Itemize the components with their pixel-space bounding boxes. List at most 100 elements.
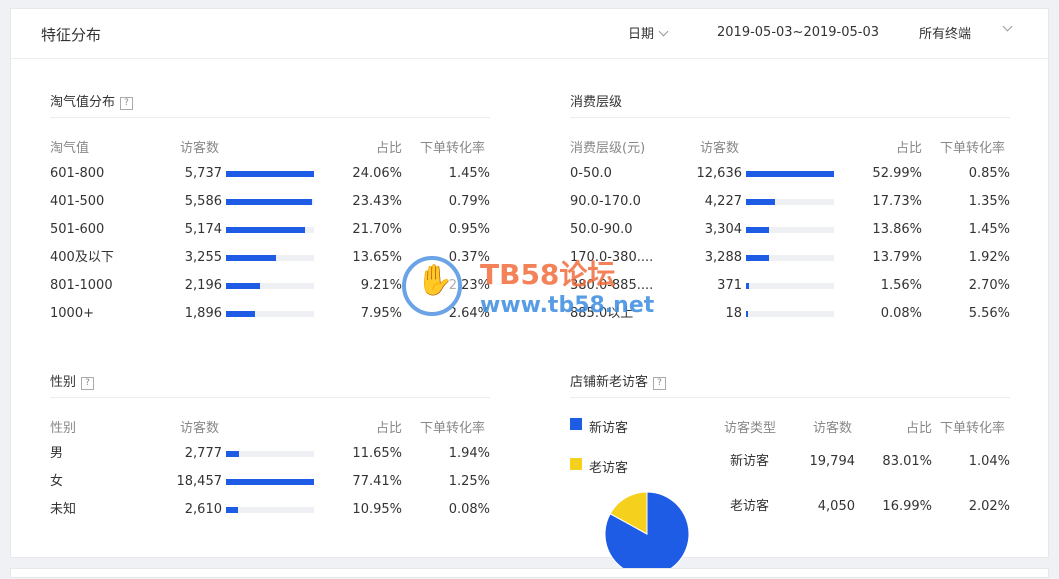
- table-row: 885.0以上 18 0.08% 5.56%: [570, 306, 1010, 334]
- share-bar: [226, 451, 314, 457]
- table-row: 男 2,777 11.65% 1.94%: [50, 446, 490, 474]
- share-bar-fill: [226, 171, 314, 177]
- share-value: 83.01%: [882, 454, 932, 469]
- share-bar-fill: [226, 227, 305, 233]
- share-value: 52.99%: [872, 166, 922, 181]
- help-icon[interactable]: ?: [653, 377, 667, 390]
- col-header: 下单转化率: [420, 141, 486, 156]
- col-header: 访客数: [180, 421, 220, 436]
- share-value: 77.41%: [352, 474, 402, 489]
- conversion-value: 1.94%: [448, 446, 490, 461]
- share-value: 7.95%: [360, 306, 402, 321]
- pie-slice-1[interactable]: [609, 491, 648, 535]
- section-title: 淘气值分布?: [50, 91, 134, 110]
- visitor-count: 18,457: [176, 474, 223, 489]
- col-header: 性别: [50, 421, 77, 436]
- visitor-count: 19,794: [809, 454, 856, 469]
- row-label: 50.0-90.0: [570, 222, 633, 237]
- share-bar: [746, 283, 834, 289]
- share-bar-fill: [226, 311, 255, 317]
- conversion-value: 1.35%: [968, 194, 1010, 209]
- table-row: 90.0-170.0 4,227 17.73% 1.35%: [570, 194, 1010, 222]
- legend-label[interactable]: 新访客: [589, 421, 629, 436]
- share-bar: [746, 227, 834, 233]
- row-label: 401-500: [50, 194, 105, 209]
- help-icon[interactable]: ?: [120, 97, 134, 110]
- conversion-value: 1.45%: [968, 222, 1010, 237]
- share-value: 10.95%: [352, 502, 402, 517]
- table-row: 380.0-885.... 371 1.56% 2.70%: [570, 278, 1010, 306]
- section-title: 性别?: [50, 371, 95, 390]
- conversion-value: 1.92%: [968, 250, 1010, 265]
- col-header: 下单转化率: [940, 421, 1006, 436]
- col-header: 淘气值: [50, 141, 90, 156]
- legend-label[interactable]: 老访客: [589, 461, 629, 476]
- visitor-count: 3,288: [704, 250, 742, 265]
- share-value: 11.65%: [352, 446, 402, 461]
- conversion-value: 0.08%: [448, 502, 490, 517]
- conversion-value: 5.56%: [968, 306, 1010, 321]
- newold-section: 店铺新老访客? 新访客 老访客 访客类型 访客数 占比 下单转化率 新访客 19…: [570, 371, 1010, 577]
- table-row: 0-50.0 12,636 52.99% 0.85%: [570, 166, 1010, 194]
- col-header: 占比: [375, 421, 402, 436]
- conversion-value: 1.45%: [448, 166, 490, 181]
- share-value: 16.99%: [882, 499, 932, 514]
- share-bar: [226, 255, 314, 261]
- col-header: 下单转化率: [420, 421, 486, 436]
- share-bar-fill: [226, 255, 276, 261]
- visitor-count: 4,227: [704, 194, 742, 209]
- row-label: 0-50.0: [570, 166, 612, 181]
- table-row: 501-600 5,174 21.70% 0.95%: [50, 222, 490, 250]
- col-header: 消费层级(元): [570, 141, 646, 156]
- legend-swatch: [570, 458, 582, 470]
- conversion-value: 1.04%: [968, 454, 1010, 469]
- table-row: 女 18,457 77.41% 1.25%: [50, 474, 490, 502]
- col-header: 访客类型: [724, 421, 777, 436]
- visitor-count: 3,304: [704, 222, 742, 237]
- help-icon[interactable]: ?: [81, 377, 95, 390]
- section-title: 消费层级: [570, 95, 623, 110]
- visitor-count: 2,777: [184, 446, 222, 461]
- row-label: 90.0-170.0: [570, 194, 641, 209]
- table-row: 170.0-380.... 3,288 13.79% 1.92%: [570, 250, 1010, 278]
- visitor-pie-chart[interactable]: [602, 489, 692, 579]
- date-range[interactable]: 2019-05-03~2019-05-03: [717, 25, 879, 40]
- row-label: 501-600: [50, 222, 105, 237]
- row-label: 801-1000: [50, 278, 113, 293]
- visitor-count: 2,610: [184, 502, 222, 517]
- share-value: 9.21%: [360, 278, 402, 293]
- date-filter[interactable]: 日期: [628, 23, 669, 42]
- conversion-value: 0.79%: [448, 194, 490, 209]
- share-bar-fill: [226, 451, 239, 457]
- conversion-value: 1.25%: [448, 474, 490, 489]
- share-bar: [226, 479, 314, 485]
- row-label: 1000+: [50, 306, 94, 321]
- visitor-count: 4,050: [817, 499, 855, 514]
- row-label: 男: [50, 446, 64, 461]
- share-bar-fill: [226, 199, 312, 205]
- table-row: 601-800 5,737 24.06% 1.45%: [50, 166, 490, 194]
- col-header: 占比: [905, 421, 932, 436]
- table-row: 50.0-90.0 3,304 13.86% 1.45%: [570, 222, 1010, 250]
- share-bar-fill: [746, 227, 769, 233]
- share-bar: [226, 199, 314, 205]
- share-value: 13.79%: [872, 250, 922, 265]
- table-row: 401-500 5,586 23.43% 0.79%: [50, 194, 490, 222]
- share-value: 17.73%: [872, 194, 922, 209]
- visitor-count: 5,737: [184, 166, 222, 181]
- legend-swatch: [570, 418, 582, 430]
- share-bar-fill: [746, 171, 834, 177]
- terminal-select[interactable]: 所有终端: [919, 27, 972, 42]
- table-row: 未知 2,610 10.95% 0.08%: [50, 502, 490, 530]
- share-bar: [226, 171, 314, 177]
- share-bar: [226, 227, 314, 233]
- share-bar-fill: [746, 283, 749, 289]
- divider: [570, 117, 1010, 118]
- chevron-down-icon[interactable]: [1002, 21, 1013, 32]
- share-value: 24.06%: [352, 166, 402, 181]
- conversion-value: 2.70%: [968, 278, 1010, 293]
- divider: [570, 397, 1010, 398]
- conversion-value: 2.23%: [448, 278, 490, 293]
- card-header: 特征分布 日期 2019-05-03~2019-05-03 所有终端: [11, 9, 1048, 59]
- col-header: 访客数: [180, 141, 220, 156]
